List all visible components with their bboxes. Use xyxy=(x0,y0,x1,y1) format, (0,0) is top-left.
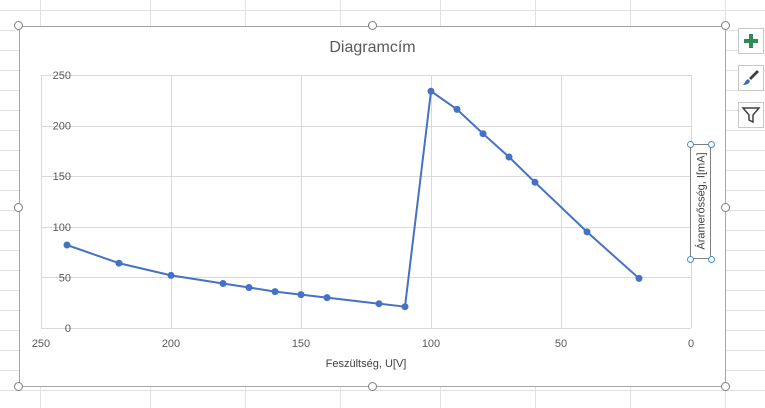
chart-area[interactable]: Diagramcím xyxy=(19,26,726,387)
filter-icon xyxy=(741,107,761,124)
data-point[interactable] xyxy=(505,153,513,161)
resize-handle-top[interactable] xyxy=(368,21,377,30)
chart-elements-button[interactable] xyxy=(738,28,764,54)
label-handle[interactable] xyxy=(687,256,694,263)
data-point[interactable] xyxy=(271,288,279,296)
y-tick-label: 200 xyxy=(53,121,71,133)
y-axis-label[interactable]: Áramerősség, I[mA] xyxy=(695,152,708,250)
resize-handle-top-right[interactable] xyxy=(721,21,730,30)
data-point[interactable] xyxy=(479,130,487,138)
data-point[interactable] xyxy=(167,271,175,279)
x-tick-label: 150 xyxy=(292,338,310,350)
label-handle[interactable] xyxy=(708,256,715,263)
resize-handle-top-left[interactable] xyxy=(14,21,23,30)
vertical-gridlines xyxy=(41,75,692,328)
data-point[interactable] xyxy=(375,300,383,308)
horizontal-gridlines xyxy=(41,75,691,329)
data-point[interactable] xyxy=(323,294,331,302)
x-tick-label: 0 xyxy=(688,338,694,350)
data-point[interactable] xyxy=(401,303,409,311)
x-tick-label: 50 xyxy=(555,338,567,350)
series-line[interactable] xyxy=(66,89,640,308)
data-point[interactable] xyxy=(297,291,305,299)
resize-handle-right[interactable] xyxy=(721,203,730,212)
chart-title[interactable]: Diagramcím xyxy=(329,39,416,56)
x-axis-label[interactable]: Feszültség, U[V] xyxy=(326,358,407,370)
y-tick-labels: 0 50 100 150 200 250 xyxy=(53,70,71,335)
resize-handle-bottom-left[interactable] xyxy=(14,382,23,391)
data-point[interactable] xyxy=(583,228,591,236)
resize-handle-left[interactable] xyxy=(14,203,23,212)
brush-icon xyxy=(743,70,759,85)
x-tick-label: 250 xyxy=(32,338,50,350)
y-tick-label: 100 xyxy=(53,222,71,234)
label-handle[interactable] xyxy=(708,141,715,148)
chart-styles-button[interactable] xyxy=(738,65,764,91)
resize-handle-bottom[interactable] xyxy=(368,382,377,391)
label-handle[interactable] xyxy=(687,141,694,148)
series-points xyxy=(63,87,643,311)
resize-handle-bottom-right[interactable] xyxy=(721,382,730,391)
plus-icon xyxy=(744,34,758,48)
data-point[interactable] xyxy=(531,178,539,186)
data-point[interactable] xyxy=(115,259,123,267)
data-point[interactable] xyxy=(427,87,435,95)
chart-filters-button[interactable] xyxy=(738,102,764,128)
data-point[interactable] xyxy=(63,241,71,249)
y-tick-label: 150 xyxy=(53,171,71,183)
data-point[interactable] xyxy=(245,284,253,291)
x-tick-label: 100 xyxy=(422,338,440,350)
y-tick-label: 250 xyxy=(53,70,71,82)
x-tick-labels: 250 200 150 100 50 0 xyxy=(32,338,694,350)
y-tick-label: 0 xyxy=(65,323,71,335)
y-axis-label-box[interactable]: Áramerősség, I[mA] xyxy=(690,144,711,259)
data-point[interactable] xyxy=(635,274,643,282)
x-tick-label: 200 xyxy=(162,338,180,350)
y-tick-label: 50 xyxy=(59,272,71,284)
data-point[interactable] xyxy=(219,280,227,287)
data-point[interactable] xyxy=(453,105,461,113)
